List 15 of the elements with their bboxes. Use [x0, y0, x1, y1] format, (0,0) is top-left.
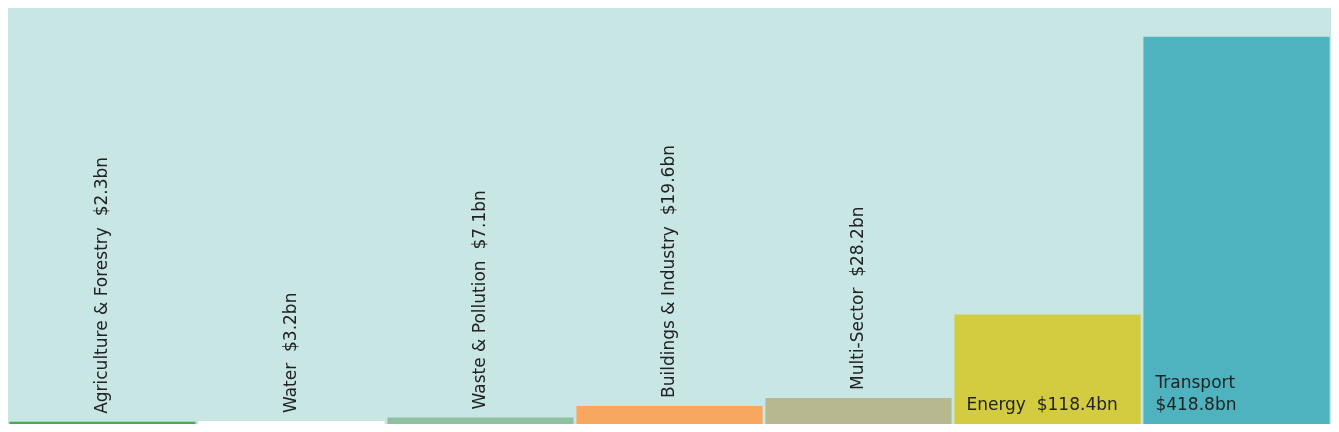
category-label: Agriculture & Forestry $2.3bn: [90, 156, 111, 414]
bar: [1143, 36, 1330, 424]
data-label: $418.8bn: [1155, 393, 1237, 414]
bar: [765, 397, 952, 424]
category-label: Buildings & Industry $19.6bn: [657, 145, 678, 398]
category-label: Energy $118.4bn: [966, 393, 1118, 414]
bar: [576, 405, 763, 424]
bar: [198, 421, 385, 424]
x-tick-label: Transport: [1154, 371, 1236, 392]
bar: [387, 417, 574, 424]
category-label: Water $3.2bn: [279, 292, 300, 414]
bar: [9, 421, 196, 424]
category-label: Multi-Sector $28.2bn: [846, 206, 867, 390]
category-label: Waste & Pollution $7.1bn: [468, 190, 489, 410]
bar: [954, 314, 1141, 424]
